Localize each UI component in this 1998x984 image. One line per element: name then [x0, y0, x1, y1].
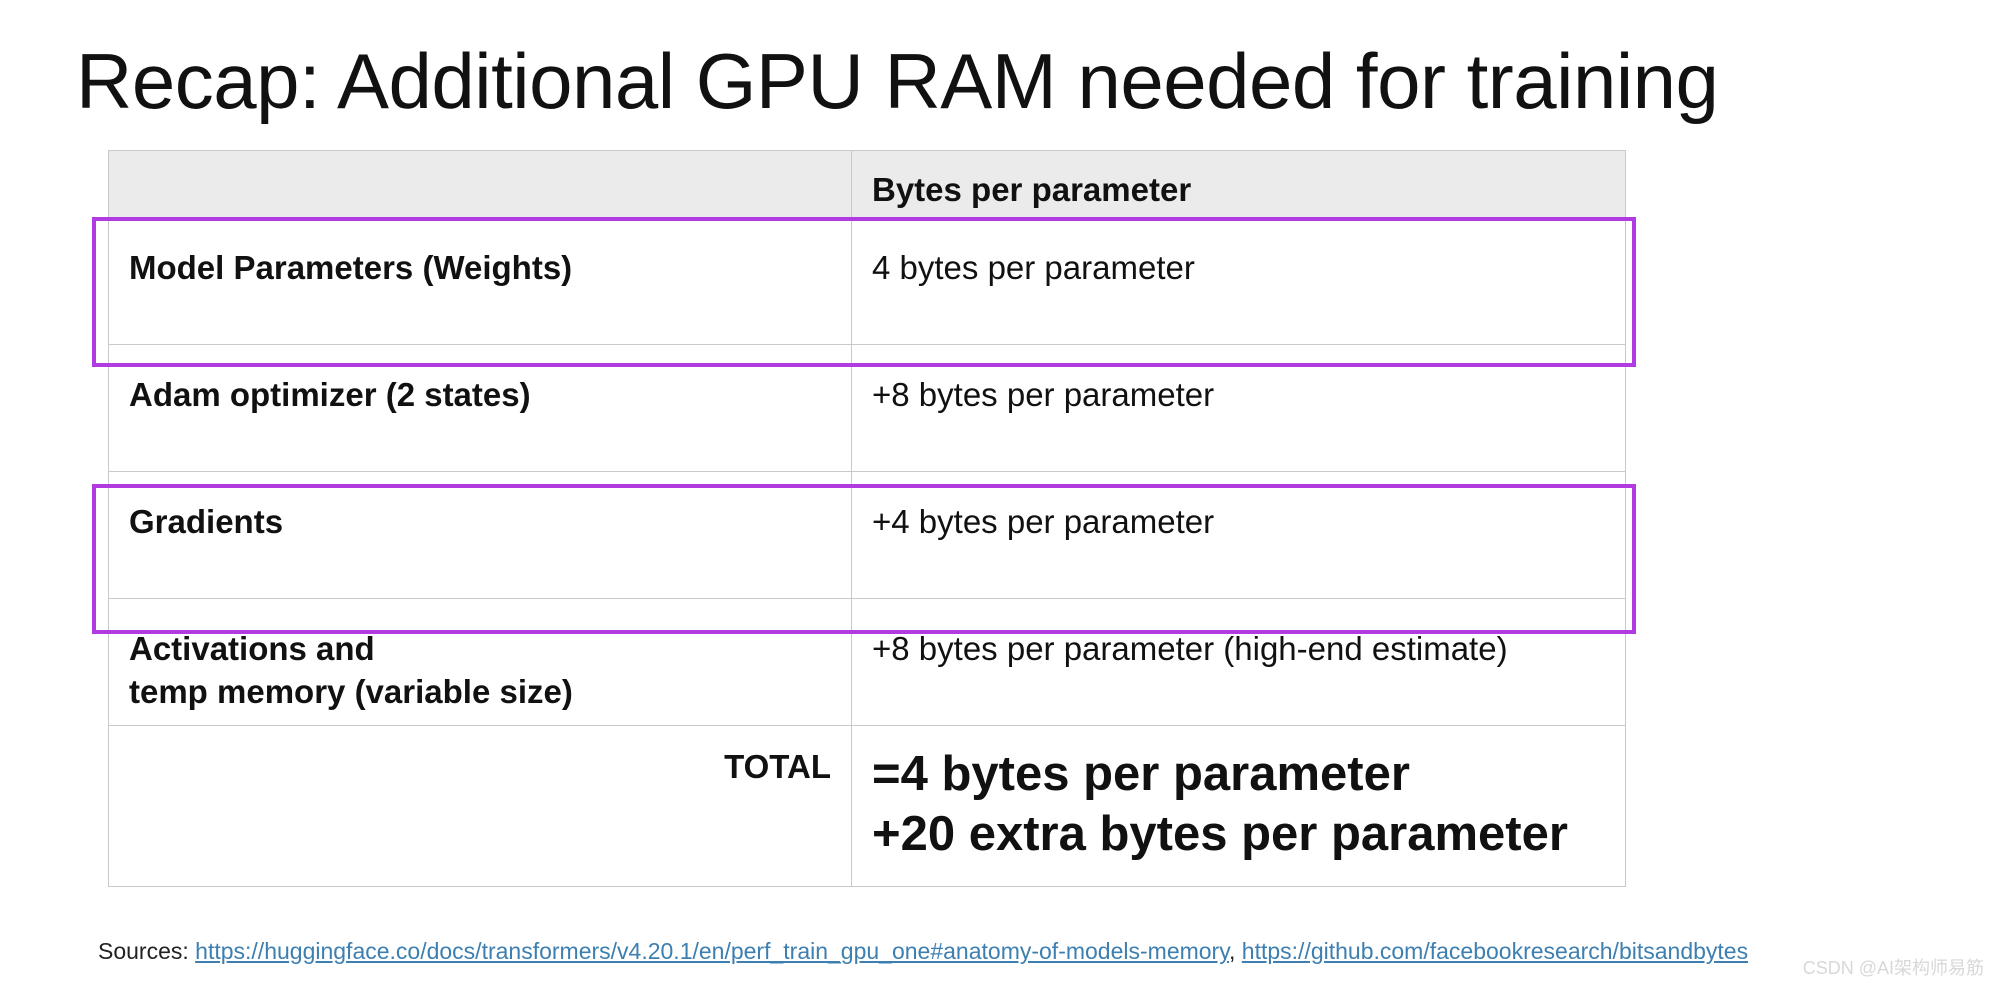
table-row-activations: Activations and temp memory (variable si… [108, 598, 1626, 726]
row-label: Adam optimizer (2 states) [129, 376, 531, 413]
table-cell-value: +4 bytes per parameter [851, 471, 1626, 599]
table-cell-label: Activations and temp memory (variable si… [108, 598, 852, 726]
total-line2: +20 extra bytes per parameter [872, 807, 1568, 861]
row-value: +8 bytes per parameter (high-end estimat… [872, 630, 1508, 667]
row-value: +4 bytes per parameter [872, 503, 1215, 540]
row-label-line2: temp memory (variable size) [129, 673, 573, 710]
row-label-line1: Activations and [129, 630, 375, 667]
table-header-cell: Bytes per parameter [851, 150, 1626, 218]
row-label-multiline: Activations and temp memory (variable si… [109, 599, 851, 713]
row-label: Model Parameters (Weights) [129, 249, 573, 286]
slide-title: Recap: Additional GPU RAM needed for tra… [76, 37, 1719, 125]
table-header-row: Bytes per parameter [108, 150, 1626, 218]
watermark: CSDN @AI架构师易筋 [1802, 958, 1984, 978]
row-label: Gradients [129, 503, 284, 540]
table-cell-value: +8 bytes per parameter (high-end estimat… [851, 598, 1626, 726]
source-link-huggingface[interactable]: https://huggingface.co/docs/transformers… [195, 938, 1230, 964]
table-row-total: TOTAL =4 bytes per parameter +20 extra b… [108, 725, 1626, 887]
sources-label: Sources: [98, 938, 189, 964]
memory-table: Bytes per parameter Model Parameters (We… [108, 150, 1626, 887]
table-row-gradients: Gradients +4 bytes per parameter [108, 471, 1626, 599]
sources-separator: , [1229, 938, 1236, 964]
total-line1: =4 bytes per parameter [872, 747, 1410, 801]
total-value: =4 bytes per parameter +20 extra bytes p… [852, 726, 1625, 864]
table-cell-value: 4 bytes per parameter [851, 217, 1626, 345]
table-header-col2: Bytes per parameter [872, 171, 1192, 208]
source-link-bitsandbytes[interactable]: https://github.com/facebookresearch/bits… [1241, 938, 1749, 964]
table-header-empty-cell [108, 150, 852, 218]
row-value: +8 bytes per parameter [872, 376, 1215, 413]
table-cell-total-value: =4 bytes per parameter +20 extra bytes p… [851, 725, 1626, 887]
table-row-model-parameters: Model Parameters (Weights) 4 bytes per p… [108, 217, 1626, 345]
sources-line: Sources: https://huggingface.co/docs/tra… [98, 938, 1748, 965]
table-header-col1 [109, 151, 851, 171]
table-row-adam-optimizer: Adam optimizer (2 states) +8 bytes per p… [108, 344, 1626, 472]
table-cell-label: Model Parameters (Weights) [108, 217, 852, 345]
table-cell-total-label: TOTAL [108, 725, 852, 887]
total-label: TOTAL [724, 748, 831, 785]
table-cell-label: Adam optimizer (2 states) [108, 344, 852, 472]
table-cell-value: +8 bytes per parameter [851, 344, 1626, 472]
row-value: 4 bytes per parameter [872, 249, 1195, 286]
table-cell-label: Gradients [108, 471, 852, 599]
